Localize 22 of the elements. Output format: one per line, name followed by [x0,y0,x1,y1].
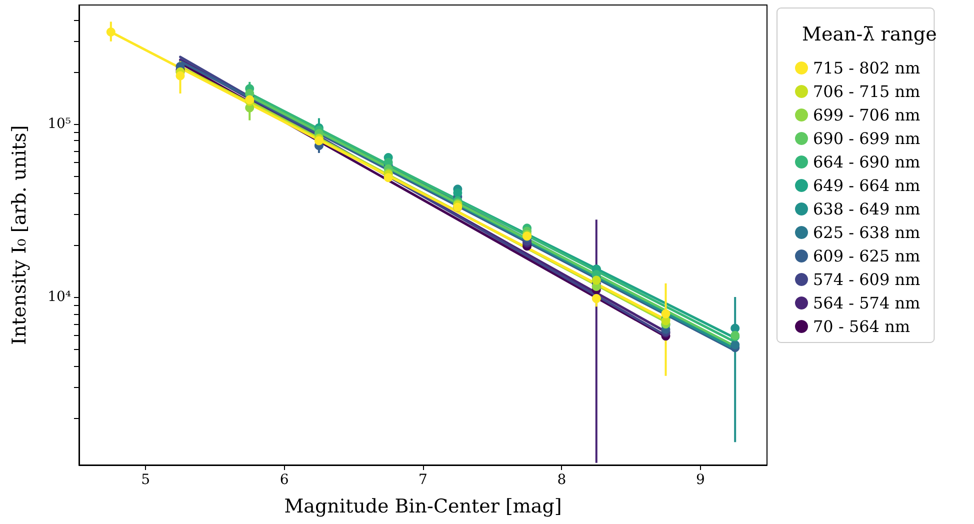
legend-label: 699 - 706 nm [813,106,920,124]
legend-label: 664 - 690 nm [813,152,920,172]
x-tick-label: 7 [418,472,428,488]
legend-label: 690 - 699 nm [813,129,920,148]
legend-label: 609 - 625 nm [813,246,920,266]
x-tick-label: 8 [557,472,566,488]
legend-label: 70 - 564 nm [813,317,910,336]
y-tick-label: 10⁴ [48,289,72,306]
legend-title: Mean-λ̄ range [802,24,937,46]
x-axis-title: Magnitude Bin-Center [mag] [284,496,562,518]
legend-label: 715 - 802 nm [813,58,920,78]
x-tick-label: 5 [141,472,150,488]
y-tick-label: 10⁵ [48,116,72,132]
legend-label: 638 - 649 nm [813,200,920,218]
legend-label: 574 - 609 nm [813,270,920,289]
legend-label: 649 - 664 nm [813,176,920,195]
y-axis-title: Intensity I₀ [arb. units] [8,125,30,345]
legend-label: 706 - 715 nm [813,82,920,101]
legend-label: 564 - 574 nm [813,294,920,312]
x-tick-label: 6 [280,472,289,488]
x-tick-label: 9 [696,472,705,488]
legend-label: 625 - 638 nm [813,223,920,242]
